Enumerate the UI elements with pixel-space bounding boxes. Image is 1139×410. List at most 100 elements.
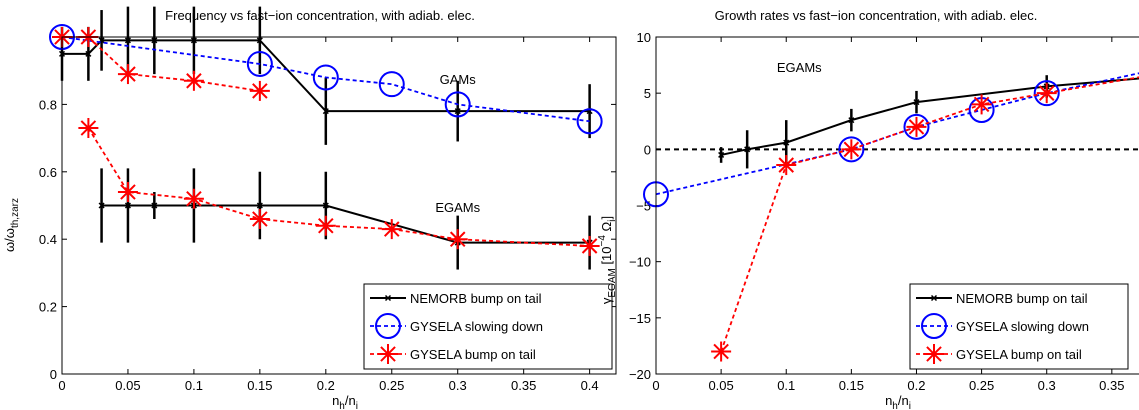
x-tick-label: 0 <box>58 378 65 393</box>
growth-rate-chart-series <box>643 72 1139 362</box>
legend-marker <box>924 344 944 364</box>
data-point <box>151 202 158 209</box>
legend-label: NEMORB bump on tail <box>410 291 542 306</box>
x-tick-label: 0.15 <box>839 378 864 393</box>
growth-rate-chart-ylabel: γEGAM [10−4 Ωi] <box>597 216 618 304</box>
data-point <box>378 71 405 98</box>
x-tick-label: 0.2 <box>907 378 925 393</box>
legend-label: GYSELA slowing down <box>410 319 543 334</box>
legend-marker <box>384 294 392 302</box>
growth-rate-chart-annotations: EGAMs <box>777 60 822 75</box>
frequency-chart-legend: NEMORB bump on tail GYSELA slowing down GY… <box>363 283 613 370</box>
annotation-label: EGAMs <box>435 200 480 215</box>
data-point <box>322 108 329 115</box>
series-line <box>655 72 1139 196</box>
data-point <box>744 146 751 153</box>
legend-entry: GYSELA slowing down <box>916 313 1089 339</box>
legend-entry: NEMORB bump on tail <box>916 291 1088 306</box>
series-line <box>87 127 590 247</box>
frequency-chart-title: Frequency vs fast−ion concentration, wit… <box>165 8 475 23</box>
series-gysela_sd <box>49 24 603 135</box>
growth-rate-chart-axes-frame <box>655 36 1139 375</box>
data-point <box>124 37 131 44</box>
data-point <box>183 70 204 91</box>
y-tick-label: 0 <box>50 367 57 382</box>
legend-marker <box>930 294 938 302</box>
frequency-chart-ylabel: ω/ωth,zarz <box>2 198 21 252</box>
y-tick-label: 0.8 <box>39 97 57 112</box>
data-point <box>98 202 105 209</box>
data-point <box>1033 80 1060 107</box>
data-point <box>971 94 992 115</box>
y-tick-label: 0 <box>644 142 651 157</box>
data-point <box>718 151 725 158</box>
frequency-chart-axes-frame <box>61 36 617 375</box>
data-point <box>711 341 732 362</box>
series-gysela_bot <box>78 117 600 256</box>
x-tick-label: 0.4 <box>581 378 599 393</box>
y-tick-label: 5 <box>644 86 651 101</box>
data-point <box>85 50 92 57</box>
x-tick-label: 0.1 <box>777 378 795 393</box>
data-point <box>444 91 471 118</box>
data-point <box>1036 83 1057 104</box>
series-gysela_bot <box>711 76 1139 362</box>
data-point <box>381 219 402 240</box>
y-tick-label: −5 <box>636 199 651 214</box>
legend-label: NEMORB bump on tail <box>956 291 1088 306</box>
data-point <box>776 155 797 176</box>
growth-rate-chart: Growth rates vs fast−ion concentration, … <box>597 8 1139 410</box>
data-point <box>256 37 263 44</box>
y-tick-label: −10 <box>629 255 651 270</box>
legend-entry: GYSELA slowing down <box>370 313 543 339</box>
x-tick-label: 0.3 <box>449 378 467 393</box>
data-point <box>841 139 862 160</box>
legend-label: GYSELA bump on tail <box>410 347 536 362</box>
data-point <box>903 113 930 140</box>
data-point <box>249 80 270 101</box>
y-tick-label: 10 <box>637 30 651 45</box>
y-tick-label: −20 <box>629 367 651 382</box>
x-tick-label: 0 <box>652 378 659 393</box>
frequency-chart-annotations: GAMs EGAMs <box>435 72 480 215</box>
data-point <box>315 215 336 236</box>
data-point <box>906 116 927 137</box>
data-point <box>256 202 263 209</box>
y-tick-label: 0.6 <box>39 165 57 180</box>
x-tick-label: 0.35 <box>1099 378 1124 393</box>
data-point <box>312 64 339 91</box>
x-tick-label: 0.1 <box>185 378 203 393</box>
x-tick-label: 0.35 <box>511 378 536 393</box>
series-gysela_sd <box>643 72 1139 208</box>
data-point <box>838 136 865 163</box>
legend-entry: NEMORB bump on tail <box>370 291 542 306</box>
x-tick-label: 0.25 <box>379 378 404 393</box>
x-tick-label: 0.05 <box>115 378 140 393</box>
data-point <box>783 139 790 146</box>
data-point <box>579 235 600 256</box>
data-point <box>246 50 273 77</box>
data-point <box>913 99 920 106</box>
frequency-chart-ticks: 0 0.05 0.1 0.15 0.2 0.25 0.3 0.35 0.4 0 0.2 0.4 0.6 0… <box>39 37 616 393</box>
x-tick-label: 0.3 <box>1038 378 1056 393</box>
data-point <box>190 37 197 44</box>
x-tick-label: 0.25 <box>969 378 994 393</box>
growth-rate-chart-legend: NEMORB bump on tail GYSELA slowing down GY… <box>909 283 1129 370</box>
series-nemorb <box>58 6 593 145</box>
frequency-chart-xlabel: nh/ni <box>332 393 358 410</box>
data-point <box>576 108 603 135</box>
data-point <box>117 64 138 85</box>
data-point <box>78 117 99 138</box>
data-point <box>454 108 461 115</box>
annotation-label: EGAMs <box>777 60 822 75</box>
data-point <box>447 229 468 250</box>
legend-marker <box>378 344 398 364</box>
y-tick-label: 0.2 <box>39 300 57 315</box>
legend-entry: GYSELA bump on tail <box>370 344 536 364</box>
legend-entry: GYSELA bump on tail <box>916 344 1082 364</box>
y-tick-label: 0.4 <box>39 232 57 247</box>
legend-label: GYSELA bump on tail <box>956 347 1082 362</box>
annotation-label: GAMs <box>440 72 477 87</box>
frequency-chart: Frequency vs fast−ion concentration, wit… <box>2 6 617 410</box>
